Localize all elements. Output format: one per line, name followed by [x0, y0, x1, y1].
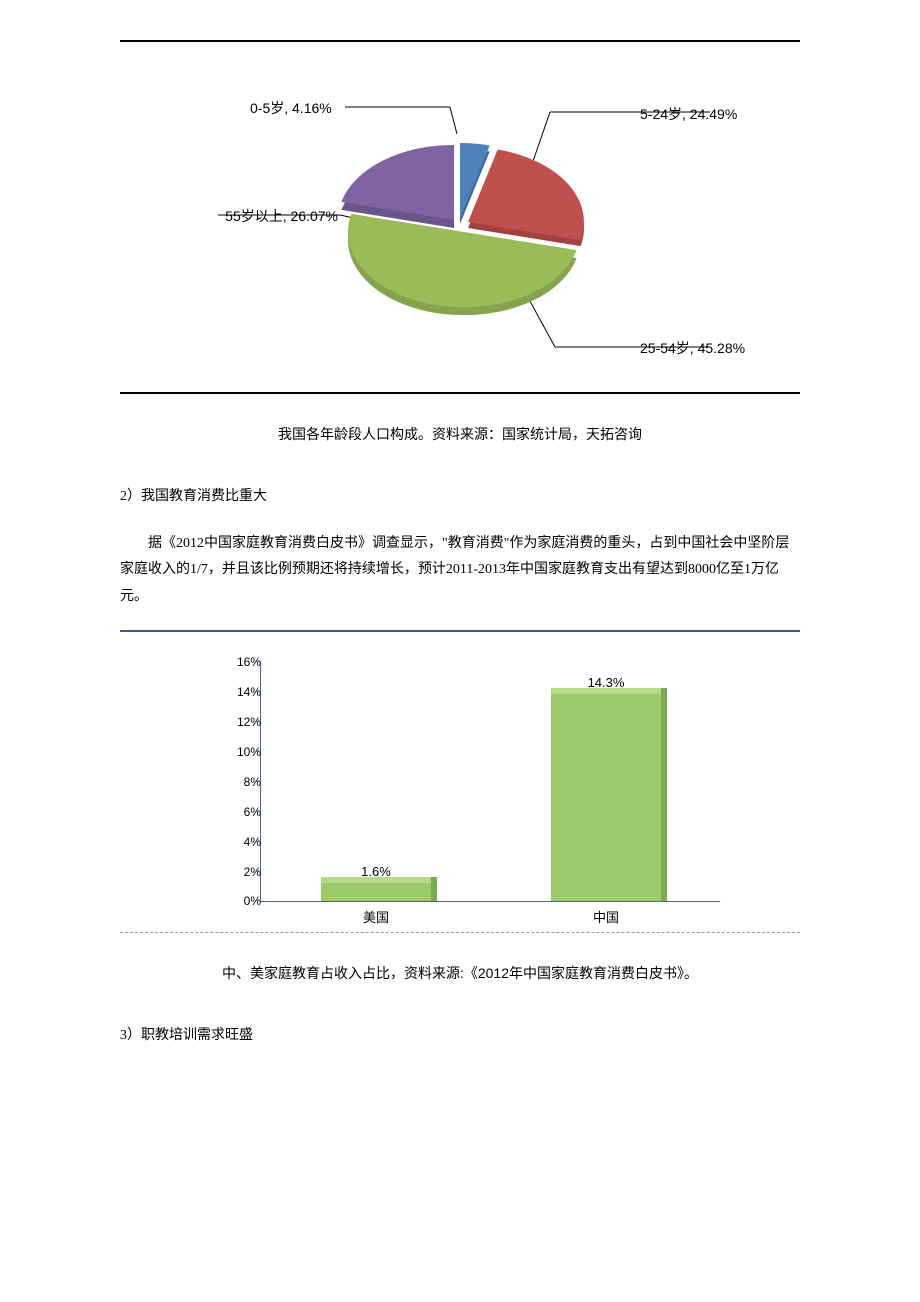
xcat-us: 美国	[363, 907, 389, 926]
ytick-16: 16%	[221, 655, 261, 669]
bar-caption: 中、美家庭教育占收入占比，资料来源:《2012年中国家庭教育消费白皮书》。	[110, 963, 810, 983]
ytick-2: 2%	[221, 865, 261, 879]
ytick-10: 10%	[221, 745, 261, 759]
bar-plot-area: 0% 2% 4% 6% 8% 10% 12% 14% 16%	[260, 662, 720, 902]
bar-cn: 14.3%	[551, 688, 661, 902]
ytick-4: 4%	[221, 835, 261, 849]
bar-us-value: 1.6%	[361, 864, 391, 879]
bar-cn-value: 14.3%	[588, 675, 625, 690]
ytick-0: 0%	[221, 894, 261, 908]
pie-label-0-5: 0-5岁, 4.16%	[250, 98, 332, 118]
section-2-heading: 2）我国教育消费比重大	[110, 484, 810, 511]
section-2-body: 据《2012中国家庭教育消费白皮书》调查显示，"教育消费"作为家庭消费的重头，占…	[110, 531, 810, 611]
section-3-heading: 3）职教培训需求旺盛	[110, 1023, 810, 1050]
pie-label-55plus: 55岁以上, 26.07%	[188, 206, 338, 226]
pie-label-25-54: 25-54岁, 45.28%	[640, 338, 745, 358]
ytick-8: 8%	[221, 775, 261, 789]
ytick-14: 14%	[221, 685, 261, 699]
bar-us: 1.6%	[321, 877, 431, 901]
xcat-cn: 中国	[593, 907, 619, 926]
pie-chart-frame: 0-5岁, 4.16% 5-24岁, 24.49% 25-54岁, 45.28%…	[120, 40, 800, 394]
ytick-6: 6%	[221, 805, 261, 819]
page-content: 0-5岁, 4.16% 5-24岁, 24.49% 25-54岁, 45.28%…	[110, 40, 810, 1050]
ytick-12: 12%	[221, 715, 261, 729]
bar-chart-frame: 0% 2% 4% 6% 8% 10% 12% 14% 16%	[120, 630, 800, 933]
pie-label-5-24: 5-24岁, 24.49%	[640, 104, 737, 124]
pie-caption: 我国各年龄段人口构成。资料来源：国家统计局，天拓咨询	[110, 424, 810, 444]
bar-chart: 0% 2% 4% 6% 8% 10% 12% 14% 16%	[160, 642, 760, 932]
pie-chart: 0-5岁, 4.16% 5-24岁, 24.49% 25-54岁, 45.28%…	[120, 42, 800, 392]
